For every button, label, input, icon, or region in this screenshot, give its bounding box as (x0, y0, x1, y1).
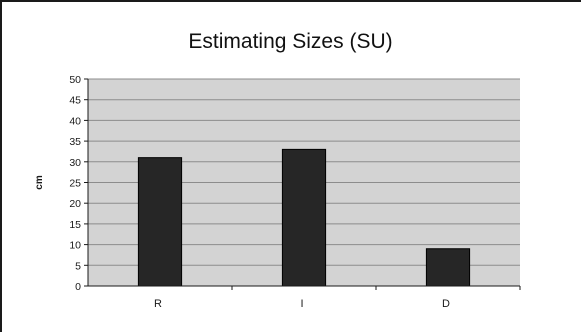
x-tick-label-R: R (154, 298, 162, 310)
axes (84, 78, 521, 290)
y-tick-label: 30 (69, 157, 81, 169)
y-tick-label: 35 (69, 136, 81, 148)
y-tick-label: 15 (69, 219, 81, 231)
y-tick-label: 10 (69, 240, 81, 252)
y-axis-label: cm (34, 175, 45, 190)
frame-left-border (0, 0, 2, 332)
y-tick-label: 0 (75, 281, 81, 293)
y-tick-label: 25 (69, 178, 81, 190)
bar-D (425, 248, 471, 287)
frame-top-border (0, 0, 581, 2)
y-tick-labels: 0 5 10 15 20 25 30 35 40 45 50 (69, 74, 81, 293)
x-tick-label-D: D (442, 298, 450, 310)
chart-title: Estimating Sizes (SU) (188, 30, 393, 53)
y-tick-label: 20 (69, 198, 81, 210)
y-tick-label: 45 (69, 95, 81, 107)
bars (137, 148, 471, 287)
x-tick-label-I: I (300, 298, 303, 310)
bar-R (137, 157, 183, 287)
y-tick-label: 5 (75, 260, 81, 272)
bar-I (281, 148, 327, 287)
y-tick-label: 50 (69, 74, 81, 86)
y-tick-label: 40 (69, 115, 81, 127)
